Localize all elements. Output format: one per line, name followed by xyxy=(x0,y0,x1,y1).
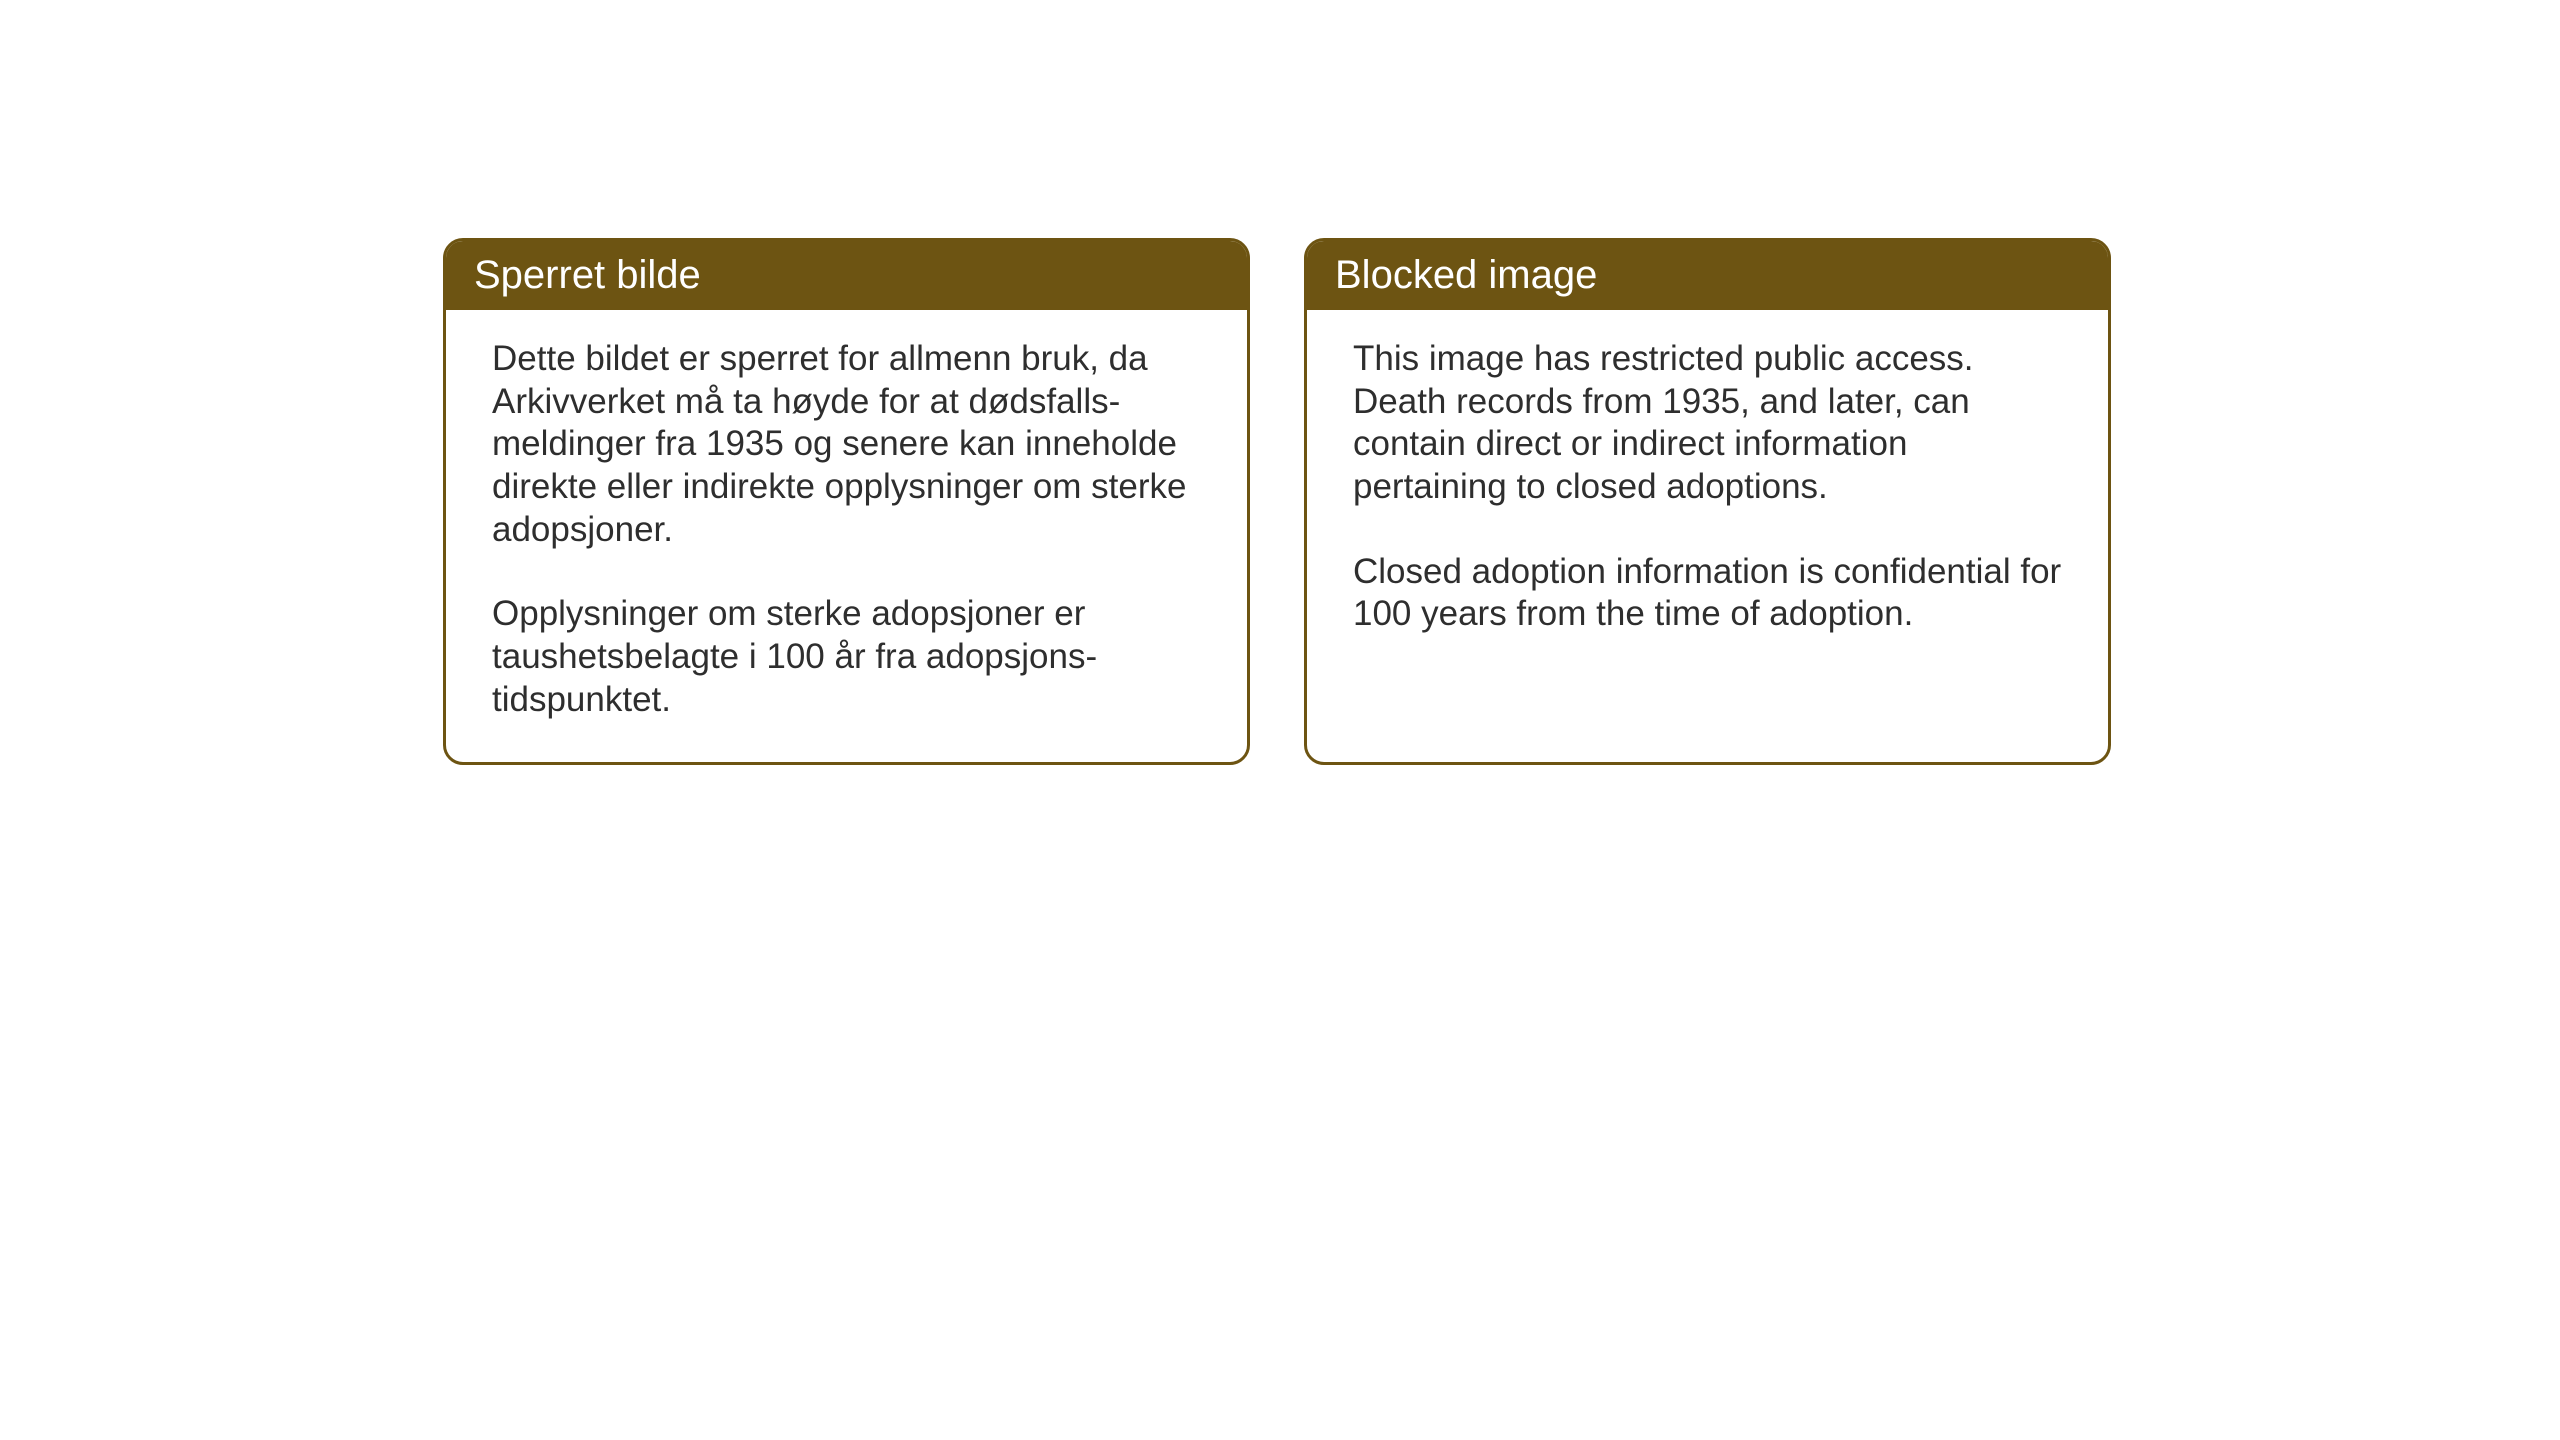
norwegian-paragraph-2: Opplysninger om sterke adopsjoner er tau… xyxy=(492,593,1201,721)
english-card-header: Blocked image xyxy=(1307,241,2108,310)
english-paragraph-1: This image has restricted public access.… xyxy=(1353,338,2062,509)
norwegian-card-header: Sperret bilde xyxy=(446,241,1247,310)
notice-cards-container: Sperret bilde Dette bildet er sperret fo… xyxy=(443,238,2111,765)
english-notice-card: Blocked image This image has restricted … xyxy=(1304,238,2111,765)
english-card-title: Blocked image xyxy=(1335,253,1597,297)
english-card-body: This image has restricted public access.… xyxy=(1307,310,2108,740)
norwegian-notice-card: Sperret bilde Dette bildet er sperret fo… xyxy=(443,238,1250,765)
english-paragraph-2: Closed adoption information is confident… xyxy=(1353,551,2062,636)
norwegian-card-body: Dette bildet er sperret for allmenn bruk… xyxy=(446,310,1247,762)
norwegian-paragraph-1: Dette bildet er sperret for allmenn bruk… xyxy=(492,338,1201,551)
norwegian-card-title: Sperret bilde xyxy=(474,253,701,297)
